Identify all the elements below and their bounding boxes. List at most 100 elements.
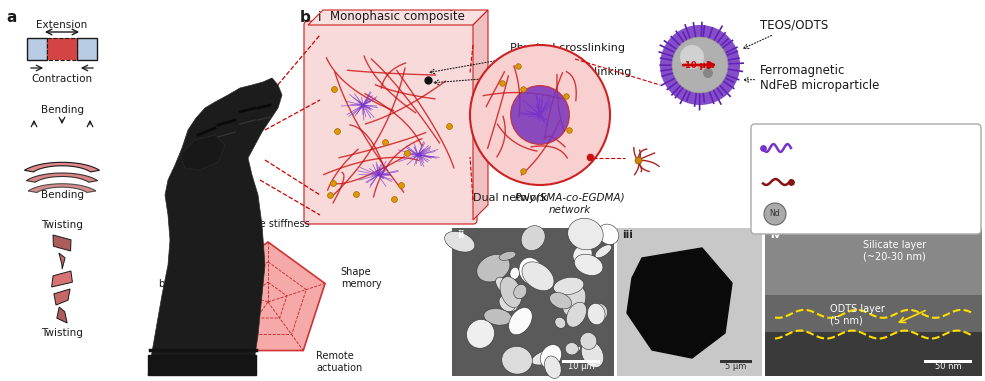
Text: Bending: Bending (40, 105, 84, 115)
Point (393, 182, 409, 188)
Circle shape (510, 86, 569, 144)
Text: Dual network: Dual network (473, 193, 548, 203)
Ellipse shape (510, 267, 519, 279)
Ellipse shape (580, 333, 597, 349)
Bar (452, 228, 614, 376)
Ellipse shape (571, 346, 580, 354)
Text: ii: ii (457, 230, 464, 240)
Polygon shape (627, 248, 732, 358)
Bar (27, 38, 47, 60)
FancyBboxPatch shape (304, 21, 477, 224)
Ellipse shape (581, 341, 604, 368)
Polygon shape (148, 78, 282, 375)
Ellipse shape (477, 255, 510, 282)
Ellipse shape (499, 251, 516, 260)
Ellipse shape (555, 317, 565, 328)
Bar (47, 38, 77, 60)
Polygon shape (29, 184, 96, 192)
Bar (924, 360, 972, 363)
Bar (765, 228, 982, 295)
Point (421, 77, 436, 83)
Ellipse shape (467, 320, 494, 348)
Point (441, 123, 457, 129)
Bar (720, 360, 752, 363)
Polygon shape (27, 173, 98, 182)
Ellipse shape (554, 277, 584, 295)
Point (630, 157, 646, 163)
Ellipse shape (519, 258, 543, 285)
Text: NdFeB microparticle: NdFeB microparticle (797, 209, 895, 219)
Circle shape (703, 68, 713, 78)
Text: Physical crosslinking: Physical crosslinking (430, 43, 625, 74)
Bar (148, 355, 256, 375)
Polygon shape (59, 253, 65, 269)
Point (558, 93, 574, 99)
Text: TEOS/ODTS: TEOS/ODTS (744, 19, 828, 48)
Polygon shape (211, 242, 325, 351)
Text: Silicate layer
(~20-30 nm): Silicate layer (~20-30 nm) (863, 240, 926, 262)
Text: 50 nm: 50 nm (935, 362, 961, 371)
Bar (617, 228, 762, 376)
Text: 5 μm: 5 μm (725, 362, 747, 371)
Ellipse shape (567, 218, 603, 250)
Text: Bending: Bending (40, 190, 84, 200)
Circle shape (470, 45, 610, 185)
Polygon shape (51, 271, 73, 287)
Bar (562, 360, 600, 363)
Text: Remote
actuation: Remote actuation (316, 351, 362, 373)
Polygon shape (53, 235, 71, 251)
Bar (47, 38, 77, 60)
Polygon shape (473, 10, 488, 220)
Ellipse shape (573, 245, 592, 264)
Text: Ferromagnetic
NdFeB microparticle: Ferromagnetic NdFeB microparticle (744, 64, 880, 92)
Ellipse shape (508, 307, 532, 335)
Text: i: i (318, 11, 321, 24)
Ellipse shape (562, 286, 586, 316)
Polygon shape (180, 135, 225, 170)
Point (348, 191, 363, 197)
Ellipse shape (484, 309, 512, 325)
Bar (765, 295, 982, 331)
Point (783, 179, 799, 185)
Ellipse shape (541, 345, 561, 368)
Text: Load
bearing: Load bearing (158, 267, 195, 289)
Ellipse shape (587, 303, 605, 325)
Point (326, 85, 342, 91)
Point (755, 145, 771, 151)
Text: Variable stiffness: Variable stiffness (227, 219, 310, 229)
Text: 10 μm: 10 μm (567, 362, 594, 371)
Point (322, 192, 338, 199)
Point (329, 128, 345, 134)
FancyBboxPatch shape (751, 124, 981, 234)
Circle shape (672, 37, 728, 93)
Polygon shape (25, 162, 99, 172)
Bar (77, 38, 97, 60)
Text: Monophasic composite: Monophasic composite (330, 10, 465, 23)
Ellipse shape (595, 245, 612, 258)
Ellipse shape (550, 293, 571, 309)
Ellipse shape (598, 224, 619, 245)
Ellipse shape (545, 356, 561, 378)
Text: Twisting: Twisting (41, 328, 83, 338)
Text: High
resilience: High resilience (173, 351, 220, 373)
Point (325, 180, 341, 186)
Text: Extension: Extension (36, 20, 88, 30)
Text: a: a (6, 10, 17, 25)
Ellipse shape (522, 262, 554, 291)
Point (514, 168, 530, 174)
Ellipse shape (495, 277, 515, 298)
Text: 10 μm: 10 μm (686, 61, 715, 69)
Text: Chemical crosslinking: Chemical crosslinking (434, 67, 631, 85)
Ellipse shape (444, 232, 475, 252)
Point (386, 196, 402, 202)
Text: Twisting: Twisting (41, 220, 83, 230)
Text: Nd: Nd (769, 210, 780, 218)
Point (399, 150, 415, 156)
Text: Stearyl methacrylate
(SMA): Stearyl methacrylate (SMA) (797, 171, 900, 193)
Point (582, 154, 598, 160)
Ellipse shape (514, 284, 527, 299)
Polygon shape (308, 10, 488, 25)
Point (377, 139, 393, 145)
Text: Poly(SMA-co-EGDMA)
network: Poly(SMA-co-EGDMA) network (515, 193, 625, 215)
Text: iv: iv (770, 230, 780, 240)
